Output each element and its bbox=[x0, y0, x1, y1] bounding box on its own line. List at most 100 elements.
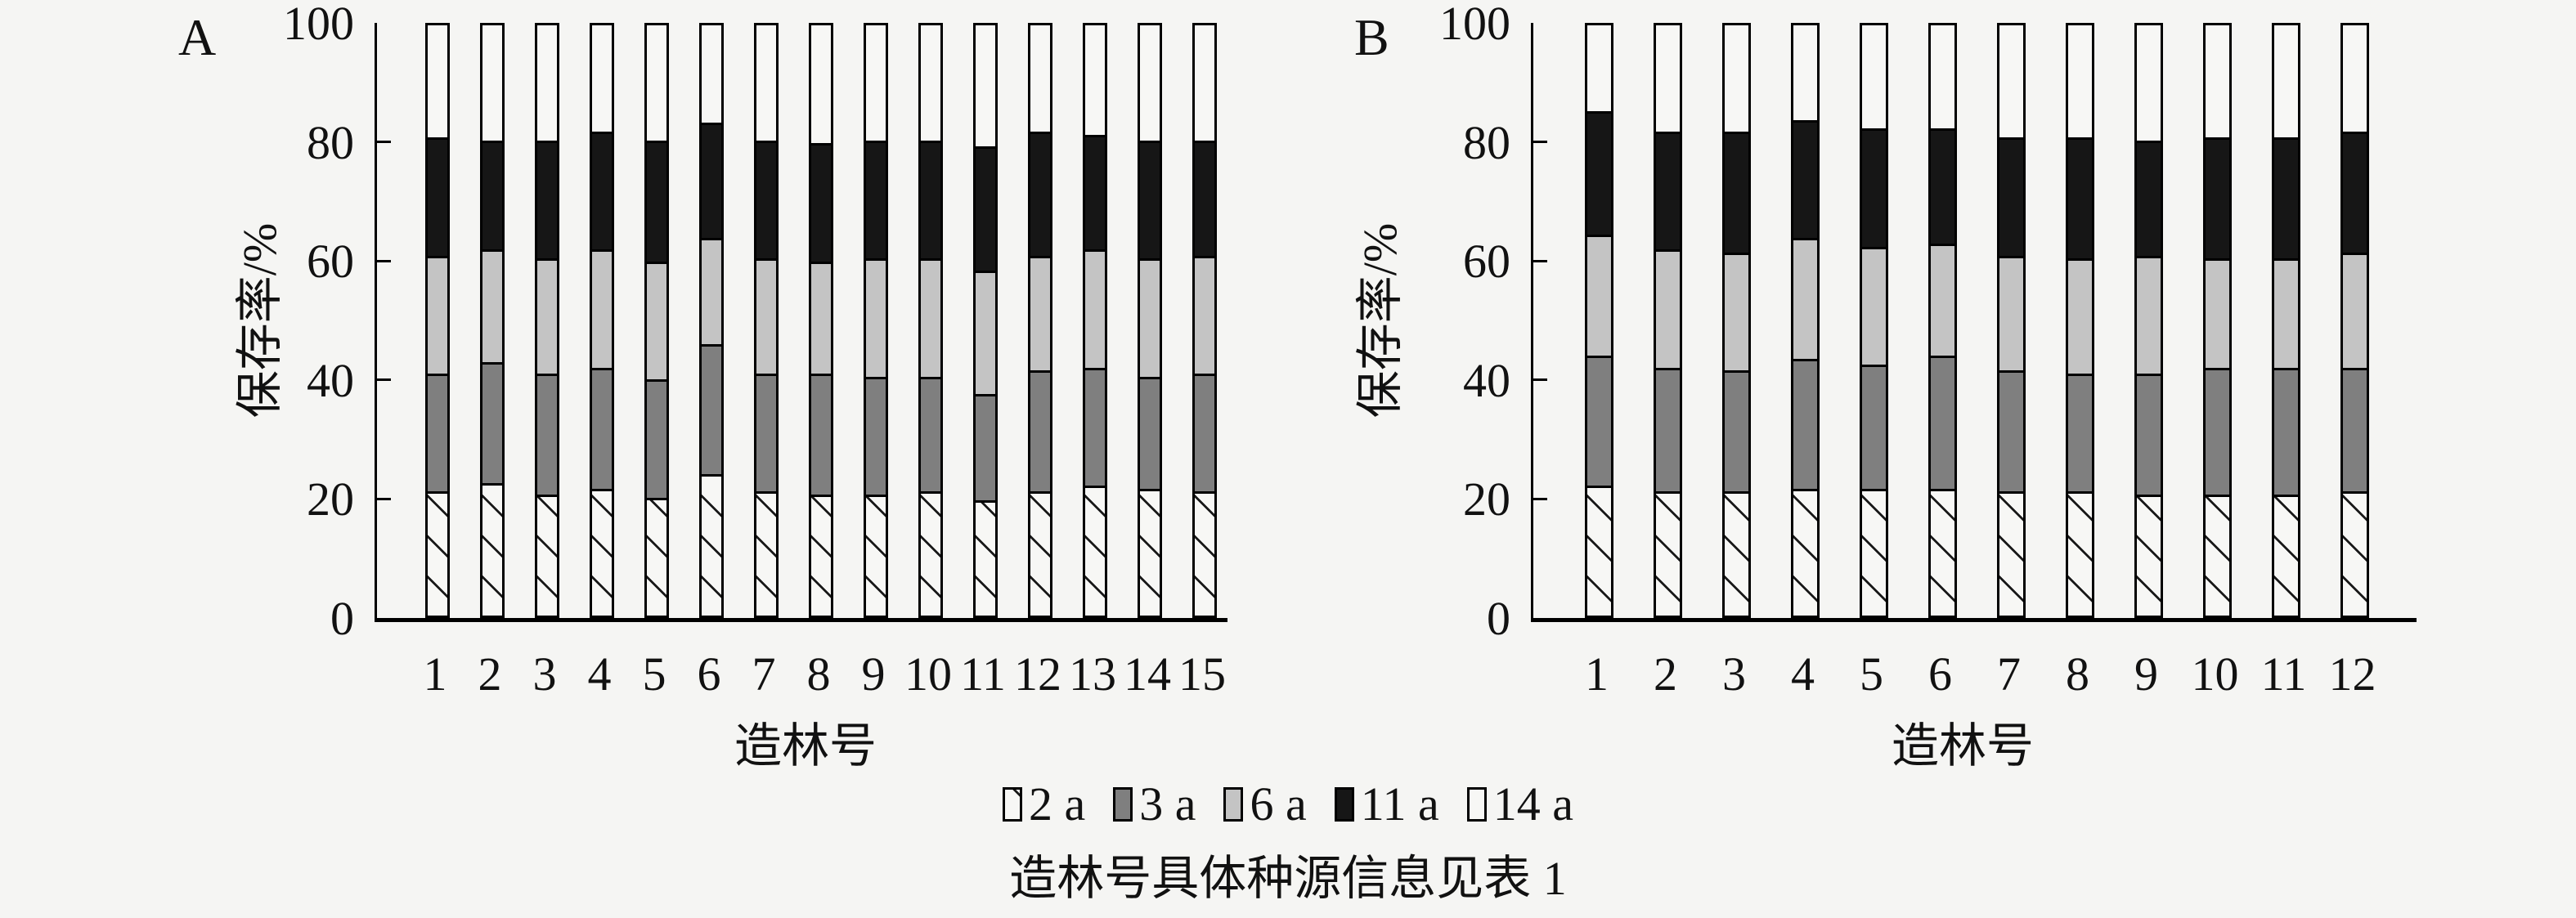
bar-segment-a2 bbox=[1140, 488, 1160, 616]
y-tick-label: 0 bbox=[1487, 592, 1510, 645]
bar-segment-a11 bbox=[1725, 131, 1748, 253]
bar-segment-a14 bbox=[1931, 25, 1954, 129]
bar-segment-a11 bbox=[1140, 140, 1160, 259]
legend-swatch-a6 bbox=[1223, 787, 1244, 822]
stacked-bar-A-11 bbox=[973, 23, 998, 618]
x-tick-label: 5 bbox=[1860, 647, 1883, 701]
x-tick-label: 6 bbox=[1928, 647, 1952, 701]
bar-segment-a2 bbox=[1195, 491, 1214, 616]
bar-segment-a14 bbox=[428, 25, 447, 138]
x-tick-label: 11 bbox=[2260, 647, 2307, 701]
bar-segment-a14 bbox=[2274, 25, 2298, 138]
bar-segment-a6 bbox=[811, 261, 831, 374]
bar-segment-a2 bbox=[1931, 488, 1954, 616]
bar-segment-a11 bbox=[702, 123, 721, 238]
bar-segment-a11 bbox=[537, 140, 557, 259]
bar-segment-a6 bbox=[1140, 258, 1160, 377]
bar-segment-a2 bbox=[976, 500, 995, 616]
stacked-bar-A-14 bbox=[1138, 23, 1162, 618]
bar-segment-a14 bbox=[1085, 25, 1105, 135]
stacked-bar-B-9 bbox=[2134, 23, 2163, 618]
legend: 2 a 3 a 6 a 11 a 14 a bbox=[0, 777, 2576, 831]
y-tick-mark bbox=[377, 378, 391, 382]
stacked-bar-A-6 bbox=[699, 23, 724, 618]
bar-segment-a3 bbox=[2206, 367, 2229, 495]
bar-segment-a11 bbox=[1587, 110, 1611, 235]
bar-segment-a14 bbox=[2343, 25, 2367, 132]
legend-item-a2: 2 a bbox=[1002, 781, 1085, 828]
bar-segment-a14 bbox=[866, 25, 886, 141]
bar-segment-a3 bbox=[921, 376, 940, 492]
panel-a-plot bbox=[375, 23, 1227, 622]
bar-segment-a6 bbox=[702, 237, 721, 344]
bar-segment-a14 bbox=[976, 25, 995, 146]
stacked-bar-A-5 bbox=[644, 23, 669, 618]
bar-segment-a2 bbox=[702, 473, 721, 616]
bar-segment-a3 bbox=[811, 373, 831, 495]
bar-segment-a2 bbox=[482, 482, 502, 616]
bar-segment-a11 bbox=[592, 131, 612, 250]
bar-segment-a2 bbox=[921, 491, 940, 616]
x-tick-label: 5 bbox=[642, 647, 666, 701]
bar-segment-a6 bbox=[2206, 258, 2229, 368]
bar-segment-a6 bbox=[1085, 249, 1105, 368]
x-tick-label: 2 bbox=[478, 647, 502, 701]
bar-segment-a14 bbox=[1862, 25, 1886, 129]
bar-segment-a14 bbox=[1793, 25, 1817, 120]
bar-segment-a11 bbox=[2343, 131, 2367, 253]
bar-segment-a14 bbox=[811, 25, 831, 144]
x-tick-label: 3 bbox=[1722, 647, 1746, 701]
bar-segment-a2 bbox=[2343, 491, 2367, 616]
bar-segment-a3 bbox=[2068, 373, 2092, 492]
bar-segment-a3 bbox=[756, 373, 776, 492]
bar-segment-a2 bbox=[1085, 486, 1105, 616]
x-tick-label: 15 bbox=[1178, 647, 1226, 701]
panel-a-y-axis-title: 保存率/% bbox=[233, 222, 286, 419]
stacked-bar-B-11 bbox=[2272, 23, 2300, 618]
bar-segment-a3 bbox=[1725, 370, 1748, 492]
y-tick-label: 80 bbox=[307, 115, 354, 169]
x-tick-label: 4 bbox=[587, 647, 612, 701]
y-tick-label: 20 bbox=[1463, 472, 1510, 526]
bar-segment-a6 bbox=[2068, 258, 2092, 374]
y-tick-mark bbox=[1533, 141, 1547, 144]
bar-segment-a2 bbox=[2206, 494, 2229, 616]
bar-segment-a14 bbox=[1587, 25, 1611, 111]
x-tick-label: 3 bbox=[532, 647, 557, 701]
bar-segment-a11 bbox=[2137, 140, 2161, 256]
stacked-bar-A-15 bbox=[1192, 23, 1217, 618]
bar-segment-a6 bbox=[592, 249, 612, 368]
stacked-bar-B-10 bbox=[2203, 23, 2232, 618]
stacked-bar-B-5 bbox=[1860, 23, 1888, 618]
y-tick-label: 60 bbox=[307, 235, 354, 289]
legend-label-a3: 3 a bbox=[1139, 777, 1196, 831]
bar-segment-a3 bbox=[482, 361, 502, 483]
legend-swatch-a2 bbox=[1002, 787, 1022, 822]
bar-segment-a11 bbox=[921, 140, 940, 259]
bar-segment-a14 bbox=[2206, 25, 2229, 138]
bar-segment-a11 bbox=[2206, 137, 2229, 259]
bar-segment-a2 bbox=[1862, 488, 1886, 616]
bar-segment-a14 bbox=[1195, 25, 1214, 141]
bar-segment-a11 bbox=[756, 140, 776, 259]
stacked-bar-B-3 bbox=[1722, 23, 1751, 618]
bar-segment-a2 bbox=[1030, 491, 1050, 616]
bar-segment-a3 bbox=[2137, 373, 2161, 495]
x-tick-label: 14 bbox=[1124, 647, 1171, 701]
bar-segment-a2 bbox=[428, 491, 447, 616]
bar-segment-a3 bbox=[592, 367, 612, 489]
stacked-bar-B-4 bbox=[1791, 23, 1820, 618]
legend-label-a14: 14 a bbox=[1492, 777, 1574, 831]
x-tick-label: 12 bbox=[2328, 647, 2376, 701]
bar-segment-a11 bbox=[2068, 137, 2092, 259]
bar-segment-a2 bbox=[1725, 491, 1748, 616]
bar-segment-a2 bbox=[756, 491, 776, 616]
bar-segment-a11 bbox=[811, 143, 831, 262]
legend-item-a14: 14 a bbox=[1466, 777, 1574, 831]
stacked-bar-A-1 bbox=[425, 23, 450, 618]
bar-segment-a11 bbox=[1656, 131, 1680, 250]
legend-label-a11: 11 a bbox=[1360, 777, 1439, 831]
bar-segment-a11 bbox=[866, 140, 886, 259]
stacked-bar-A-7 bbox=[754, 23, 779, 618]
